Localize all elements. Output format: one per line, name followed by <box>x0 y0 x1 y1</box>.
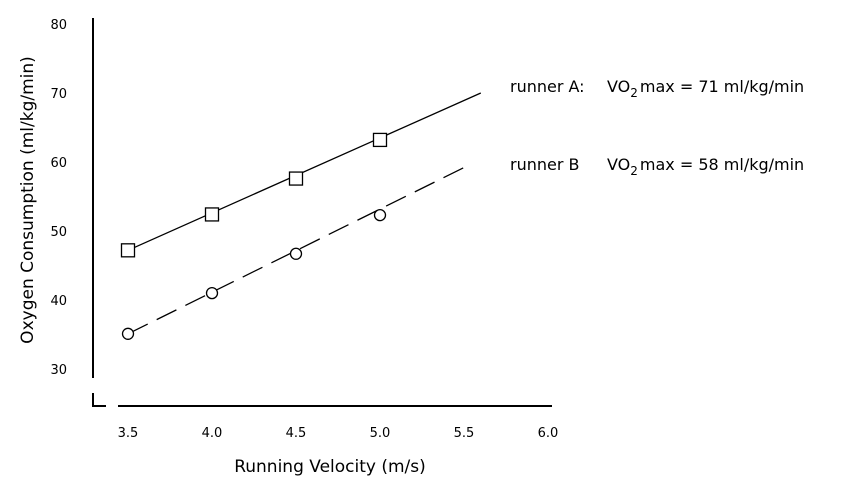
series-line <box>127 92 482 251</box>
data-point-circle <box>289 247 303 260</box>
series-annotation: runner B VO2 max = 58 ml/kg/min <box>510 155 804 178</box>
y-tick-label: 80 <box>50 18 67 33</box>
y-axis-break <box>92 393 106 407</box>
data-point-circle <box>373 208 387 222</box>
y-tick-label: 30 <box>50 363 67 378</box>
data-point-square <box>288 171 304 186</box>
annotation-separator: : <box>579 77 584 96</box>
annotation-runner: runner A <box>510 77 580 96</box>
x-tick-label: 5.5 <box>454 426 475 441</box>
annotation-runner: runner B <box>510 155 579 174</box>
series-runner-a <box>120 92 482 258</box>
data-point-square <box>372 132 388 148</box>
data-point-circle <box>121 327 135 340</box>
annotation-vo2max-value: max = 58 ml/kg/min <box>640 155 804 174</box>
x-tick-label: 4.0 <box>202 426 223 441</box>
y-tick-labels: 30 40 50 60 70 80 <box>50 18 67 378</box>
annotation-subscript: 2 <box>630 164 638 178</box>
y-tick-label: 60 <box>50 156 67 171</box>
series-runner-b <box>121 166 465 340</box>
x-tick-label: 3.5 <box>118 426 139 441</box>
annotation-subscript: 2 <box>630 86 638 100</box>
data-point-square <box>204 207 220 222</box>
annotation-vo: VO <box>607 77 630 96</box>
data-point-circle <box>205 286 219 300</box>
x-tick-label: 6.0 <box>538 426 559 441</box>
y-tick-label: 40 <box>50 294 67 309</box>
y-axis-title: Oxygen Consumption (ml/kg/min) <box>18 56 38 344</box>
annotation-vo2max-value: max = 71 ml/kg/min <box>640 77 804 96</box>
data-point-square <box>120 243 136 258</box>
x-tick-labels: 3.5 4.0 4.5 5.0 5.5 6.0 <box>118 426 559 441</box>
x-tick-label: 4.5 <box>286 426 307 441</box>
axes <box>92 18 552 407</box>
y-tick-label: 70 <box>50 87 67 102</box>
annotation-vo: VO <box>607 155 630 174</box>
x-tick-label: 5.0 <box>370 426 391 441</box>
series-group <box>120 92 482 340</box>
y-tick-label: 50 <box>50 225 67 240</box>
x-axis-title: Running Velocity (m/s) <box>234 457 426 477</box>
series-annotation: runner A: VO2 max = 71 ml/kg/min <box>510 77 804 100</box>
